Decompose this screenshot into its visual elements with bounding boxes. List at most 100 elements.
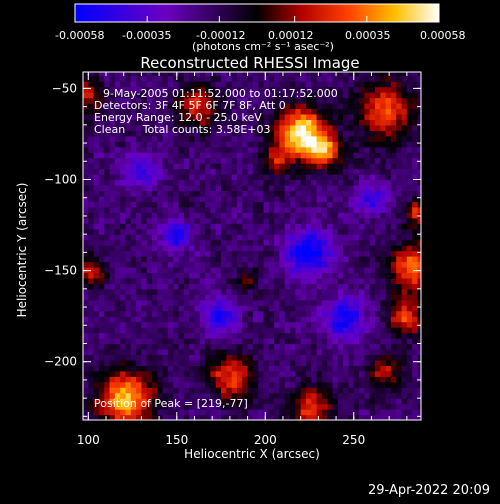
heatmap-cell — [231, 409, 238, 416]
heatmap-cell — [305, 409, 312, 416]
heatmap-cell — [215, 348, 222, 356]
heatmap-cell — [290, 184, 296, 192]
heatmap-cell — [146, 365, 153, 372]
heatmap-cell — [332, 414, 339, 420]
heatmap-cell — [258, 234, 265, 241]
heatmap-cell — [215, 163, 222, 170]
heatmap-cell — [146, 250, 153, 257]
heatmap-cell — [189, 212, 196, 219]
heatmap-cell — [327, 174, 334, 181]
heatmap-cell — [83, 359, 89, 366]
heatmap-cell — [162, 130, 169, 137]
heatmap-cell — [279, 206, 286, 213]
heatmap-cell — [337, 113, 344, 120]
heatmap-cell — [295, 310, 302, 317]
heatmap-cell — [417, 398, 421, 405]
heatmap-cell — [300, 86, 307, 93]
heatmap-cell — [295, 343, 302, 350]
heatmap-cell — [88, 332, 95, 339]
heatmap-cell — [359, 146, 365, 153]
heatmap-cell — [125, 332, 132, 339]
heatmap-cell — [348, 327, 355, 334]
heatmap-cell — [305, 206, 312, 213]
heatmap-cell — [290, 316, 296, 323]
heatmap-cell — [369, 146, 376, 153]
heatmap-cell — [364, 332, 371, 339]
heatmap-cell — [236, 305, 243, 312]
heatmap-cell — [167, 86, 174, 93]
heatmap-cell — [125, 288, 132, 295]
heatmap-cell — [109, 343, 116, 350]
heatmap-cell — [359, 184, 365, 192]
heatmap-cell — [247, 168, 254, 175]
heatmap-cell — [146, 223, 153, 230]
heatmap-cell — [194, 190, 201, 197]
heatmap-cell — [406, 108, 413, 115]
heatmap-cell — [88, 343, 95, 350]
heatmap-cell — [93, 387, 100, 394]
heatmap-cell — [226, 86, 233, 93]
heatmap-cell — [369, 102, 376, 110]
heatmap-cell — [364, 184, 371, 192]
heatmap-cell — [321, 234, 328, 241]
heatmap-cell — [295, 97, 302, 104]
heatmap-cell — [406, 217, 413, 224]
heatmap-cell — [305, 195, 312, 202]
heatmap-cell — [359, 343, 365, 350]
heatmap-cell — [189, 75, 196, 82]
heatmap-cell — [226, 288, 233, 295]
heatmap-cell — [316, 239, 323, 246]
heatmap-cell — [215, 327, 222, 334]
heatmap-cell — [226, 272, 233, 279]
heatmap-cell — [125, 359, 132, 366]
heatmap-cell — [167, 102, 174, 110]
heatmap-cell — [98, 414, 105, 420]
heatmap-cell — [114, 370, 121, 377]
heatmap-cell — [290, 75, 296, 82]
heatmap-cell — [215, 305, 222, 312]
heatmap-cell — [252, 398, 259, 405]
heatmap-cell — [167, 184, 174, 192]
heatmap-cell — [242, 212, 249, 219]
heatmap-cell — [157, 359, 164, 366]
heatmap-cell — [141, 359, 148, 366]
heatmap-cell — [268, 327, 275, 334]
heatmap-cell — [183, 359, 190, 366]
heatmap-cell — [359, 283, 365, 290]
heatmap-cell — [406, 190, 413, 197]
heatmap-cell — [125, 86, 132, 93]
heatmap-cell — [359, 370, 365, 377]
heatmap-cell — [125, 365, 132, 372]
heatmap-cell — [295, 81, 302, 88]
heatmap-cell — [210, 206, 217, 213]
heatmap-cell — [199, 376, 206, 383]
heatmap-cell — [284, 86, 291, 93]
heatmap-cell — [348, 97, 355, 104]
heatmap-cell — [385, 239, 392, 246]
heatmap-cell — [268, 299, 275, 306]
heatmap-cell — [98, 277, 105, 284]
heatmap-cell — [98, 354, 105, 361]
heatmap-cell — [247, 365, 254, 372]
heatmap-cell — [258, 310, 265, 317]
heatmap-cell — [385, 119, 392, 126]
heatmap-cell — [401, 190, 408, 197]
heatmap-cell — [390, 338, 397, 345]
heatmap-cell — [93, 72, 100, 77]
heatmap-cell — [316, 168, 323, 175]
heatmap-cell — [136, 376, 142, 383]
heatmap-cell — [353, 381, 360, 388]
heatmap-cell — [236, 163, 243, 170]
heatmap-cell — [194, 168, 201, 175]
heatmap-cell — [194, 365, 201, 372]
heatmap-cell — [332, 206, 339, 213]
heatmap-cell — [236, 113, 243, 120]
heatmap-cell — [412, 294, 419, 301]
heatmap-cell — [274, 234, 281, 241]
heatmap-cell — [263, 206, 270, 213]
heatmap-cell — [205, 146, 212, 153]
heatmap-cell — [290, 179, 296, 186]
heatmap-cell — [295, 195, 302, 202]
heatmap-cell — [417, 288, 421, 295]
heatmap-cell — [236, 283, 243, 290]
